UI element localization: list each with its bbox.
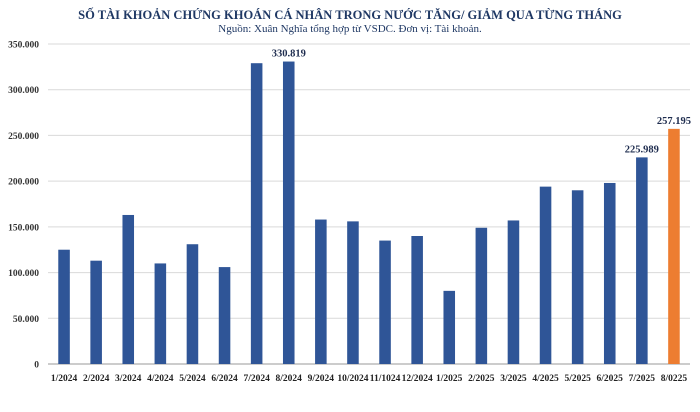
y-tick-label: 200.000	[8, 178, 39, 188]
x-tick-label: 1/2025	[436, 374, 463, 384]
chart-title: SỐ TÀI KHOẢN CHỨNG KHOÁN CÁ NHÂN TRONG N…	[78, 8, 622, 22]
bar	[507, 220, 520, 364]
x-tick-label: 4/2025	[532, 374, 559, 384]
x-tick-label: 1/2024	[51, 374, 78, 384]
bar	[636, 157, 648, 364]
y-tick-label: 300.000	[8, 86, 39, 96]
bar	[571, 190, 584, 364]
chart-subtitle: Nguồn: Xuân Nghĩa tổng hợp từ VSDC. Đơn …	[218, 23, 482, 35]
bar	[315, 219, 327, 364]
x-tick-label: 7/2024	[243, 374, 270, 384]
x-tick-label: 9/2024	[308, 374, 335, 384]
bar	[154, 263, 167, 364]
data-label: 225.989	[625, 144, 659, 155]
y-tick-label: 100.000	[8, 269, 39, 279]
bar	[411, 236, 423, 364]
x-tick-label: 8/2024	[276, 374, 303, 384]
y-tick-label: 350.000	[8, 41, 39, 51]
x-tick-label: 10/2024	[337, 374, 368, 384]
x-tick-label: 6/2024	[211, 374, 238, 384]
data-label: 330.819	[272, 49, 306, 60]
x-tick-label: 12/2024	[402, 374, 433, 384]
bar	[250, 63, 263, 364]
bar	[347, 221, 359, 364]
x-tick-label: 5/2024	[179, 374, 206, 384]
bar	[379, 240, 391, 364]
bar	[603, 182, 616, 364]
x-tick-label: 5/2025	[564, 374, 591, 384]
y-tick-label: 150.000	[8, 223, 39, 233]
x-tick-label: 3/2024	[115, 374, 142, 384]
y-tick-label: 250.000	[8, 132, 39, 142]
y-tick-label: 50.000	[13, 315, 39, 325]
bar	[122, 214, 135, 364]
x-tick-label: 3/2025	[500, 374, 527, 384]
bar	[539, 186, 552, 364]
x-tick-label: 7/2025	[629, 374, 656, 384]
x-tick-label: 2/2025	[468, 374, 495, 384]
bar	[668, 128, 680, 364]
bar	[218, 267, 231, 364]
x-tick-label: 4/2024	[147, 374, 174, 384]
x-tick-label: 2/2024	[83, 374, 110, 384]
x-tick-label: 6/2025	[597, 374, 624, 384]
bar	[186, 244, 199, 364]
bar	[90, 260, 102, 364]
bar	[443, 290, 456, 364]
x-tick-label: 11/1024	[370, 374, 401, 384]
bar	[58, 249, 70, 364]
data-label: 257.195	[657, 116, 691, 127]
bar	[282, 61, 295, 364]
x-tick-label: 8/0225	[661, 374, 688, 384]
bar	[475, 227, 488, 364]
y-tick-label: 0	[34, 361, 39, 371]
